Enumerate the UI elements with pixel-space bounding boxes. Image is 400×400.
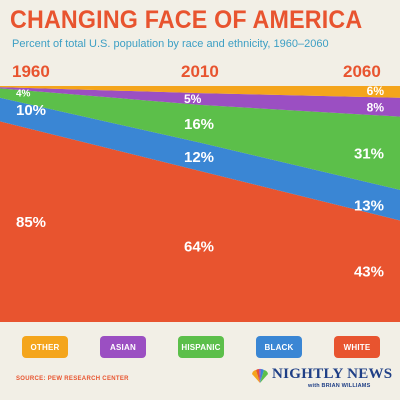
data-label-hispanic-1960: 4% bbox=[16, 89, 31, 100]
chart-subtitle: Percent of total U.S. population by race… bbox=[12, 38, 329, 50]
source-note: SOURCE: PEW RESEARCH CENTER bbox=[16, 376, 129, 382]
chart-title: CHANGING FACE OF AMERICA bbox=[10, 6, 363, 34]
legend-item-other: OTHER bbox=[22, 336, 68, 358]
logo-tagline: with BRIAN WILLIAMS bbox=[308, 383, 371, 389]
data-label-white-2010: 64% bbox=[184, 239, 214, 256]
legend-item-hispanic: HISPANIC bbox=[178, 336, 224, 358]
data-label-black-2060: 13% bbox=[354, 197, 384, 214]
area-black bbox=[0, 97, 400, 221]
data-label-white-2060: 43% bbox=[354, 264, 384, 281]
legend-item-white: WHITE bbox=[334, 336, 380, 358]
year-label-2060: 2060 bbox=[343, 62, 381, 81]
nightly-news-logo: NIGHTLY NEWS with BRIAN WILLIAMS bbox=[250, 366, 393, 394]
data-label-hispanic-2010: 16% bbox=[184, 116, 214, 133]
stacked-area-chart: 85% 64% 43% 10% 12% 13% 4% 16% 31% 5% 8% 6% bbox=[0, 86, 400, 322]
area-hispanic bbox=[0, 88, 400, 190]
legend-item-black: BLACK bbox=[256, 336, 302, 358]
year-label-2010: 2010 bbox=[181, 62, 219, 81]
data-label-black-2010: 12% bbox=[184, 149, 214, 166]
data-label-hispanic-2060: 31% bbox=[354, 146, 384, 163]
data-label-asian-2060: 8% bbox=[367, 100, 385, 114]
data-label-asian-2010: 5% bbox=[184, 92, 202, 106]
legend-item-asian: ASIAN bbox=[100, 336, 146, 358]
data-label-white-1960: 85% bbox=[16, 214, 46, 231]
peacock-icon bbox=[252, 368, 268, 383]
area-other bbox=[0, 86, 400, 98]
legend: OTHER ASIAN HISPANIC BLACK WHITE bbox=[14, 336, 386, 360]
data-label-black-1960: 10% bbox=[16, 102, 46, 119]
logo-wordmark: NIGHTLY NEWS bbox=[272, 366, 393, 382]
area-asian bbox=[0, 87, 400, 117]
area-white bbox=[0, 121, 400, 322]
data-label-other-2060: 6% bbox=[367, 86, 385, 98]
year-label-1960: 1960 bbox=[12, 62, 50, 81]
